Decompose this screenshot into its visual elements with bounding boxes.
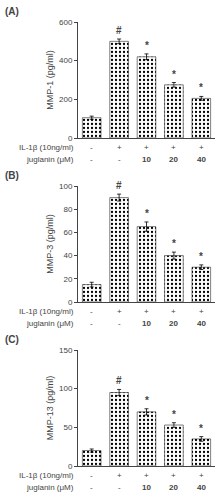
svg-text:*: * <box>199 251 203 262</box>
svg-text:+: + <box>144 471 149 480</box>
svg-text:-: - <box>90 471 93 480</box>
svg-text:400: 400 <box>59 56 73 65</box>
svg-text:+: + <box>199 307 204 316</box>
svg-text:IL-1β (10ng/ml): IL-1β (10ng/ml) <box>19 143 74 152</box>
svg-text:(C): (C) <box>5 334 19 345</box>
svg-text:*: * <box>145 395 149 406</box>
svg-text:+: + <box>144 307 149 316</box>
svg-text:*: * <box>145 208 149 219</box>
svg-text:+: + <box>171 471 176 480</box>
svg-text:MMP-1 (pg/ml): MMP-1 (pg/ml) <box>45 50 55 110</box>
svg-text:+: + <box>117 143 122 152</box>
svg-text:IL-1β (10ng/ml): IL-1β (10ng/ml) <box>19 307 74 316</box>
svg-text:50: 50 <box>63 423 72 432</box>
svg-text:20: 20 <box>169 155 178 164</box>
svg-text:juglanin (μM): juglanin (μM) <box>26 319 74 328</box>
svg-text:-: - <box>90 143 93 152</box>
svg-text:40: 40 <box>197 483 206 492</box>
svg-text:#: # <box>116 25 122 36</box>
svg-text:-: - <box>118 155 121 164</box>
svg-text:+: + <box>171 143 176 152</box>
svg-text:80: 80 <box>63 205 72 214</box>
svg-text:0: 0 <box>68 462 73 471</box>
svg-text:+: + <box>199 143 204 152</box>
svg-text:0: 0 <box>68 298 73 307</box>
svg-text:#: # <box>116 375 122 386</box>
svg-text:60: 60 <box>63 228 72 237</box>
svg-text:*: * <box>172 69 176 80</box>
svg-text:40: 40 <box>197 319 206 328</box>
svg-text:juglanin (μM): juglanin (μM) <box>26 155 74 164</box>
svg-text:-: - <box>90 319 93 328</box>
svg-text:-: - <box>118 319 121 328</box>
svg-text:-: - <box>90 483 93 492</box>
svg-text:#: # <box>116 180 122 191</box>
svg-text:*: * <box>199 82 203 93</box>
svg-text:IL-1β (10ng/ml): IL-1β (10ng/ml) <box>19 471 74 480</box>
svg-text:-: - <box>90 307 93 316</box>
svg-text:10: 10 <box>142 483 151 492</box>
svg-text:10: 10 <box>142 155 151 164</box>
svg-text:200: 200 <box>59 95 73 104</box>
svg-text:40: 40 <box>197 155 206 164</box>
svg-text:20: 20 <box>63 275 72 284</box>
svg-text:10: 10 <box>142 319 151 328</box>
svg-text:*: * <box>199 423 203 434</box>
svg-text:+: + <box>117 471 122 480</box>
svg-text:-: - <box>90 155 93 164</box>
svg-text:juglanin (μM): juglanin (μM) <box>26 483 74 492</box>
svg-text:40: 40 <box>63 251 72 260</box>
svg-text:+: + <box>117 307 122 316</box>
svg-text:20: 20 <box>169 319 178 328</box>
svg-text:*: * <box>172 409 176 420</box>
svg-text:600: 600 <box>59 18 73 27</box>
svg-text:+: + <box>199 471 204 480</box>
svg-text:100: 100 <box>59 182 73 191</box>
svg-text:(A): (A) <box>5 6 19 17</box>
svg-text:*: * <box>172 238 176 249</box>
svg-text:MMP-3 (pg/ml): MMP-3 (pg/ml) <box>45 214 55 274</box>
svg-text:150: 150 <box>59 346 73 355</box>
svg-text:0: 0 <box>68 134 73 143</box>
svg-text:(B): (B) <box>5 170 19 181</box>
svg-text:20: 20 <box>169 483 178 492</box>
svg-text:-: - <box>118 483 121 492</box>
svg-text:+: + <box>144 143 149 152</box>
svg-text:MMP-13 (pg/ml): MMP-13 (pg/ml) <box>45 376 55 441</box>
svg-text:100: 100 <box>59 384 73 393</box>
svg-text:*: * <box>145 40 149 51</box>
svg-text:+: + <box>171 307 176 316</box>
